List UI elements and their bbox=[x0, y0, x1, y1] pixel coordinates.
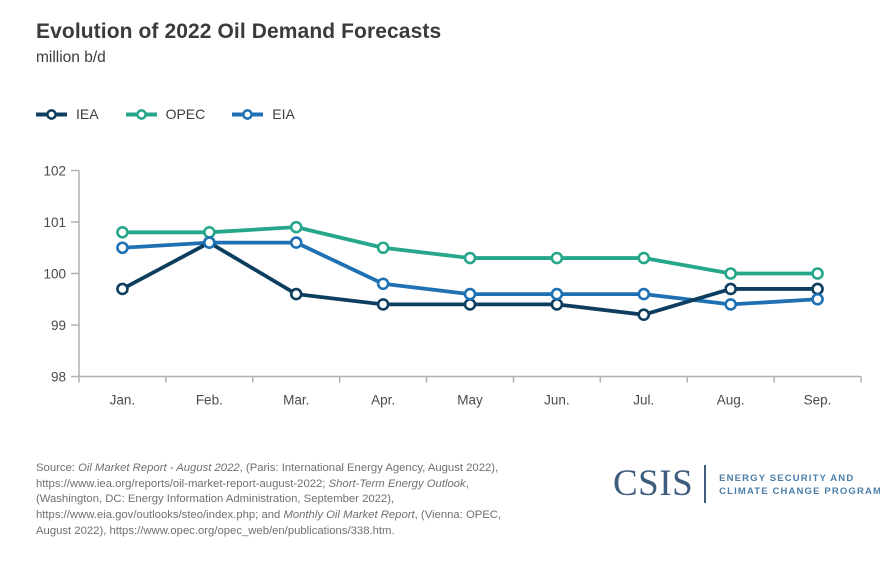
data-point-opec bbox=[376, 241, 390, 255]
legend-item-eia: EIA bbox=[232, 106, 295, 122]
data-point-opec bbox=[811, 267, 824, 280]
legend-label: OPEC bbox=[165, 106, 206, 122]
x-tick-label: Aug. bbox=[717, 393, 745, 408]
data-point-iea bbox=[463, 298, 477, 311]
series-line-iea bbox=[120, 240, 820, 317]
data-point-eia bbox=[463, 287, 477, 301]
source-segment: Source: bbox=[36, 462, 79, 474]
y-tick-label: 100 bbox=[43, 266, 66, 281]
csis-logo: CSIS ENERGY SECURITY AND CLIMATE CHANGE … bbox=[613, 464, 880, 504]
source-segment: , bbox=[465, 477, 469, 490]
source-segment-italic: Monthly Oil Market Report bbox=[283, 509, 415, 522]
y-tick-label: 99 bbox=[51, 318, 66, 333]
data-point-opec bbox=[203, 226, 216, 239]
source-line: Source: Oil Market Report - August 2022,… bbox=[36, 461, 561, 477]
logo-divider bbox=[704, 465, 707, 503]
source-segment-italic: Oil Market Report - August 2022 bbox=[78, 462, 240, 474]
data-point-opec bbox=[463, 251, 477, 265]
data-point-iea bbox=[203, 236, 216, 249]
chart-legend: IEA OPEC EIA bbox=[36, 106, 295, 122]
source-line: https://www.eia.gov/outlooks/steo/index.… bbox=[36, 508, 561, 524]
data-point-opec bbox=[637, 251, 651, 265]
source-segment: (Washington, DC: Energy Information Admi… bbox=[36, 493, 395, 506]
data-point-eia bbox=[376, 277, 390, 291]
data-point-eia bbox=[724, 298, 737, 311]
logo-program-line2: CLIMATE CHANGE PROGRAM bbox=[719, 486, 880, 497]
y-tick-label: 101 bbox=[43, 215, 66, 230]
y-tick-label: 98 bbox=[51, 369, 66, 384]
x-tick-label: Jan. bbox=[110, 393, 136, 408]
source-line: https://www.iea.org/reports/oil-market-r… bbox=[36, 477, 561, 493]
data-point-eia bbox=[203, 236, 216, 249]
chart-title: Evolution of 2022 Oil Demand Forecasts bbox=[36, 20, 442, 43]
x-tick-label: Sep. bbox=[804, 393, 832, 408]
source-segment-italic: Short-Term Energy Outlook bbox=[328, 477, 466, 490]
data-point-opec bbox=[550, 251, 564, 265]
source-segment: , (Paris: International Energy Agency, A… bbox=[239, 462, 499, 474]
legend-item-iea: IEA bbox=[36, 106, 99, 122]
data-point-iea bbox=[376, 298, 390, 311]
source-line: August 2022), https://www.opec.org/opec_… bbox=[36, 524, 561, 540]
csis-wordmark: CSIS bbox=[613, 463, 694, 504]
legend-label: IEA bbox=[76, 106, 99, 122]
legend-label: EIA bbox=[272, 106, 295, 122]
data-point-iea bbox=[550, 298, 564, 311]
logo-program-line1: ENERGY SECURITY AND bbox=[719, 473, 855, 484]
x-tick-label: Mar. bbox=[283, 393, 309, 408]
data-point-eia bbox=[550, 287, 564, 301]
series-line-eia bbox=[120, 240, 820, 307]
x-tick-label: Feb. bbox=[196, 393, 223, 408]
x-tick-label: Jun. bbox=[544, 393, 570, 408]
source-segment: , (Vienna: OPEC, bbox=[414, 509, 502, 522]
source-line: (Washington, DC: Energy Information Admi… bbox=[36, 492, 561, 508]
legend-swatch-icon bbox=[36, 108, 67, 120]
data-point-iea bbox=[637, 308, 651, 322]
series-line-opec bbox=[120, 225, 820, 276]
data-point-opec bbox=[289, 220, 303, 234]
y-tick-label: 102 bbox=[43, 163, 66, 178]
x-tick-label: Jul. bbox=[633, 393, 654, 408]
data-point-eia bbox=[116, 241, 129, 255]
source-segment: https://www.eia.gov/outlooks/steo/index.… bbox=[36, 509, 284, 522]
source-note: Source: Oil Market Report - August 2022,… bbox=[36, 461, 561, 540]
data-point-eia bbox=[811, 292, 824, 306]
logo-program-name: ENERGY SECURITY AND CLIMATE CHANGE PROGR… bbox=[719, 470, 880, 498]
legend-swatch-icon bbox=[232, 108, 264, 120]
x-tick-label: Apr. bbox=[371, 393, 395, 408]
data-point-eia bbox=[289, 236, 303, 249]
legend-swatch-icon bbox=[125, 108, 157, 120]
data-point-iea bbox=[289, 287, 303, 301]
data-point-opec bbox=[724, 267, 737, 280]
data-point-iea bbox=[116, 282, 129, 296]
data-point-eia bbox=[637, 287, 651, 301]
source-segment: August 2022), https://www.opec.org/opec_… bbox=[36, 524, 395, 537]
data-point-opec bbox=[116, 226, 129, 239]
x-tick-label: May bbox=[457, 393, 483, 408]
chart-subtitle: million b/d bbox=[36, 49, 106, 66]
data-point-iea bbox=[811, 282, 824, 296]
data-point-iea bbox=[724, 282, 737, 296]
legend-item-opec: OPEC bbox=[125, 106, 206, 122]
source-segment: https://www.iea.org/reports/oil-market-r… bbox=[36, 477, 329, 490]
